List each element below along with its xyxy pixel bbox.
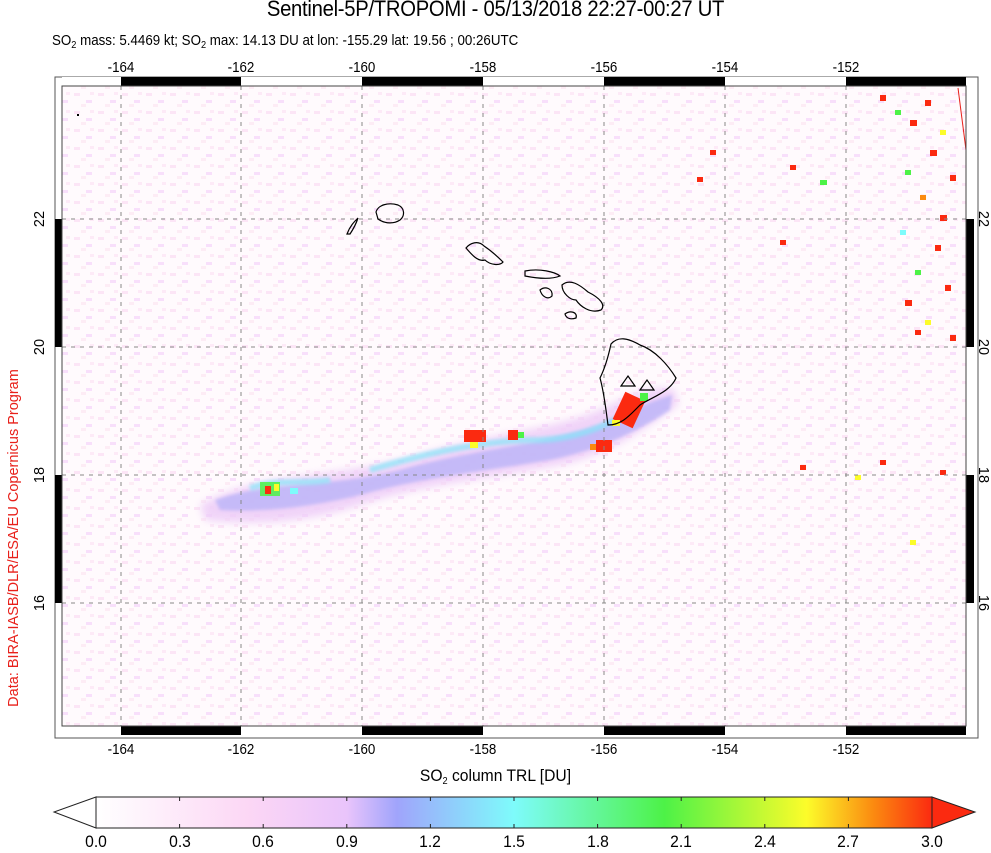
map-subtitle: SO2 mass: 5.4469 kt; SO2 max: 14.13 DU a… [52, 33, 519, 51]
island-niihau [346, 217, 359, 235]
lon-label-top: -158 [469, 60, 497, 76]
volcano-marker-mauna-loa [619, 374, 637, 387]
lon-label-bottom: -152 [832, 742, 860, 758]
lon-label-bottom: -164 [107, 742, 135, 758]
colorbar-label: 0.0 [85, 832, 107, 851]
left-axis-bar [55, 219, 62, 603]
lat-label-left: 22 [32, 210, 48, 228]
lon-label-top: -152 [832, 60, 860, 76]
island-oahu [465, 242, 504, 266]
coastlines [346, 203, 677, 426]
right-axis-bar [966, 219, 974, 603]
lat-label-left: 20 [32, 338, 48, 356]
colorbar-label: 1.5 [503, 832, 525, 851]
colorbar-label: 2.1 [670, 832, 693, 851]
lat-label-right: 20 [975, 338, 991, 356]
colorbar-label: 1.2 [419, 832, 442, 851]
lon-label-top: -164 [107, 60, 135, 76]
lat-label-left: 18 [32, 466, 48, 484]
lon-label-bottom: -160 [348, 742, 376, 758]
colorbar-label: 0.3 [168, 832, 191, 851]
volcano-marker-kilauea [638, 378, 656, 391]
lat-label-left: 16 [32, 594, 48, 612]
edge-noise [697, 87, 967, 545]
lon-label-bottom: -158 [469, 742, 497, 758]
top-axis-bar [62, 77, 966, 86]
lon-label-bottom: -162 [227, 742, 255, 758]
island-kauai [375, 203, 405, 224]
lat-label-right: 18 [975, 466, 991, 484]
graticule [62, 86, 966, 726]
colorbar-label: 0.9 [335, 832, 358, 851]
island-molokai [524, 269, 562, 279]
colorbar-label: 2.4 [753, 832, 776, 851]
lat-label-right: 22 [975, 210, 991, 228]
lat-label-right: 16 [975, 594, 991, 612]
colorbar-label: 2.7 [837, 832, 860, 851]
lon-label-top: -154 [711, 60, 739, 76]
lon-label-top: -162 [227, 60, 255, 76]
bottom-axis-bar [121, 726, 966, 735]
colorbar-label: 3.0 [921, 832, 943, 851]
colorbar-title: SO2 column TRL [DU] [419, 766, 572, 787]
lon-label-top: -156 [590, 60, 618, 76]
lon-label-bottom: -154 [711, 742, 739, 758]
island-lanai [539, 287, 553, 299]
colorbar [52, 796, 977, 829]
map-title: Sentinel-5P/TROPOMI - 05/13/2018 22:27-0… [266, 0, 725, 21]
lon-label-top: -160 [348, 60, 376, 76]
lon-label-bottom: -156 [590, 742, 618, 758]
colorbar-label: 1.8 [586, 832, 609, 851]
island-maui [561, 281, 604, 312]
island-kahoolawe [564, 311, 577, 320]
island-hawaii [599, 338, 677, 426]
colorbar-label: 0.6 [252, 832, 275, 851]
